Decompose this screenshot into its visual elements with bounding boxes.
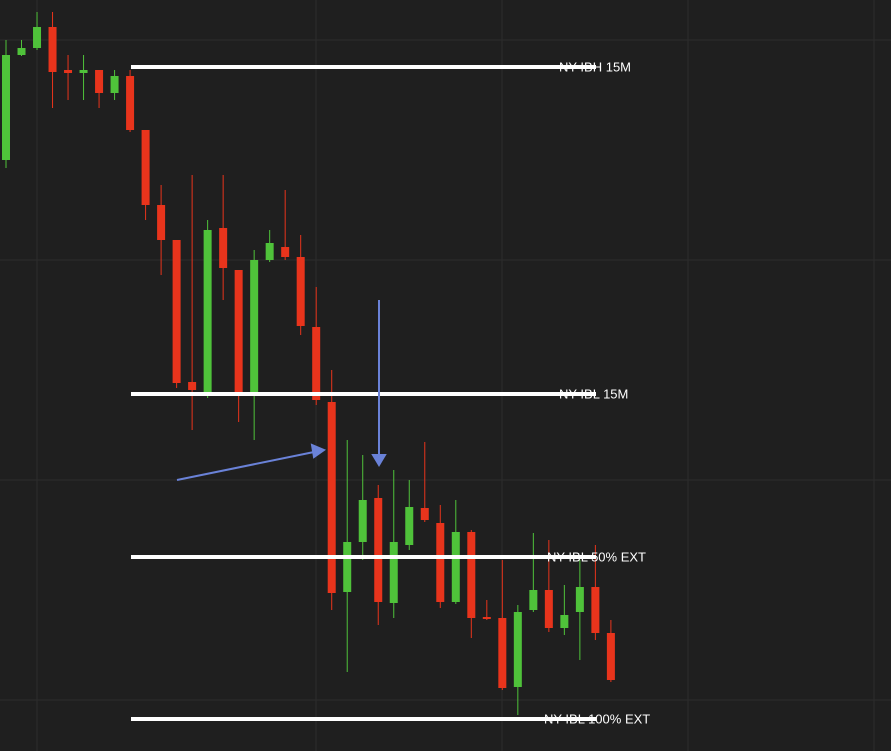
candles xyxy=(2,12,615,715)
levels: NY IBH 15M NY IBL 15M NY IBL 50% EXT NY IBL… xyxy=(131,59,650,726)
level-label: NY IBL 100% EXT xyxy=(544,711,650,726)
candle-body xyxy=(141,130,150,205)
candle-body xyxy=(467,532,476,618)
candle-body xyxy=(482,617,491,619)
level-label: NY IBL 50% EXT xyxy=(547,549,646,564)
arrow-head xyxy=(310,443,327,459)
candle-body xyxy=(64,70,73,73)
candle-body xyxy=(405,507,414,545)
candle-body xyxy=(17,48,26,55)
candle-body xyxy=(358,500,367,542)
candle-body xyxy=(219,228,228,268)
candle-body xyxy=(312,327,321,400)
candle-body xyxy=(172,240,181,383)
candle-body xyxy=(591,587,600,633)
candle-body xyxy=(343,542,352,592)
candle-body xyxy=(498,618,507,688)
candle-body xyxy=(2,55,10,160)
candle-body xyxy=(157,205,166,240)
candle-body xyxy=(327,402,336,593)
candle-body xyxy=(451,532,460,602)
candle-body xyxy=(95,70,104,93)
arrow xyxy=(176,451,315,481)
candle-body xyxy=(529,590,538,610)
candle-body xyxy=(374,498,383,602)
level-label: NY IBL 15M xyxy=(559,386,628,401)
candle-body xyxy=(544,590,553,628)
candle-body xyxy=(33,27,42,48)
candle-body xyxy=(436,523,445,602)
candle-body xyxy=(126,76,135,130)
candle-body xyxy=(281,247,290,257)
level-label: NY IBH 15M xyxy=(559,59,631,74)
annotations xyxy=(176,300,387,481)
candle-body xyxy=(79,70,88,73)
candle-body xyxy=(250,260,259,392)
candle-body xyxy=(203,230,212,392)
candle-body xyxy=(234,270,243,392)
candle-body xyxy=(575,587,584,612)
candle-body xyxy=(389,542,398,603)
candle-body xyxy=(420,508,429,520)
candle-body xyxy=(110,76,119,93)
arrow-head xyxy=(371,454,387,467)
candle-body xyxy=(606,633,615,680)
candle-body xyxy=(48,27,57,72)
candle-body xyxy=(265,243,274,260)
candle-body xyxy=(560,615,569,628)
candle-body xyxy=(188,382,197,390)
candle-body xyxy=(296,257,305,326)
candle-body xyxy=(513,612,522,687)
